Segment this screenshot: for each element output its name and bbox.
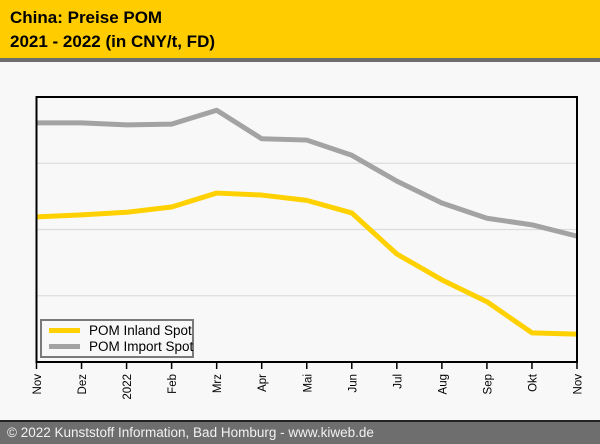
- footer-bar: © 2022 Kunststoff Information, Bad Hombu…: [0, 420, 600, 444]
- import-line-swatch: [49, 344, 80, 350]
- svg-text:Dez: Dez: [77, 374, 89, 395]
- svg-text:Jun: Jun: [347, 374, 359, 393]
- svg-text:Nov: Nov: [573, 374, 585, 395]
- svg-text:Sep: Sep: [482, 374, 494, 394]
- svg-text:Aug: Aug: [437, 374, 449, 394]
- svg-text:2022: 2022: [122, 374, 134, 400]
- svg-text:Jul: Jul: [392, 374, 404, 389]
- legend-item-inland: POM Inland Spot: [49, 323, 192, 338]
- header-divider: [0, 58, 600, 62]
- legend-label-inland: POM Inland Spot: [89, 322, 192, 338]
- svg-text:Nov: Nov: [32, 374, 44, 395]
- chart-legend: POM Inland Spot POM Import Spot: [40, 319, 194, 358]
- chart-header: China: Preise POM 2021 - 2022 (in CNY/t,…: [0, 0, 600, 58]
- chart-title-line2: 2021 - 2022 (in CNY/t, FD): [10, 32, 216, 51]
- svg-text:Mrz: Mrz: [212, 374, 224, 393]
- svg-text:Feb: Feb: [167, 374, 179, 394]
- legend-item-import: POM Import Spot: [49, 339, 194, 355]
- inland-line-swatch: [49, 327, 80, 333]
- svg-text:Okt: Okt: [527, 373, 539, 392]
- legend-label-import: POM Import Spot: [89, 339, 194, 355]
- svg-text:Mai: Mai: [302, 374, 314, 393]
- chart-title-line1: China: Preise POM: [10, 8, 163, 27]
- svg-text:Apr: Apr: [257, 374, 269, 392]
- copyright-text: © 2022 Kunststoff Information, Bad Hombu…: [7, 425, 374, 440]
